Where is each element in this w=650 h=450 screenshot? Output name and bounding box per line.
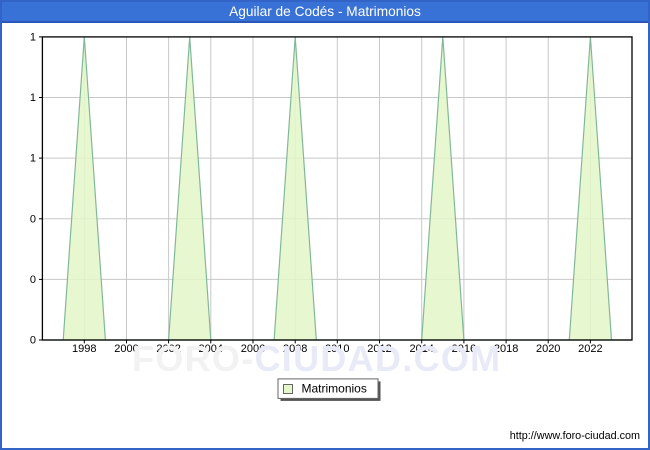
- svg-text:2022: 2022: [578, 343, 602, 355]
- svg-text:1998: 1998: [72, 343, 96, 355]
- svg-text:0: 0: [30, 274, 36, 286]
- svg-text:1: 1: [30, 92, 36, 104]
- svg-text:1: 1: [30, 153, 36, 165]
- svg-text:0: 0: [30, 213, 36, 225]
- svg-text:0: 0: [30, 335, 36, 347]
- svg-text:Matrimonios: Matrimonios: [302, 382, 367, 396]
- svg-text:1: 1: [30, 32, 36, 44]
- svg-text:FORO-CIUDAD.COM: FORO-CIUDAD.COM: [132, 338, 501, 379]
- svg-text:2020: 2020: [536, 343, 560, 355]
- svg-text:http://www.foro-ciudad.com: http://www.foro-ciudad.com: [510, 430, 640, 442]
